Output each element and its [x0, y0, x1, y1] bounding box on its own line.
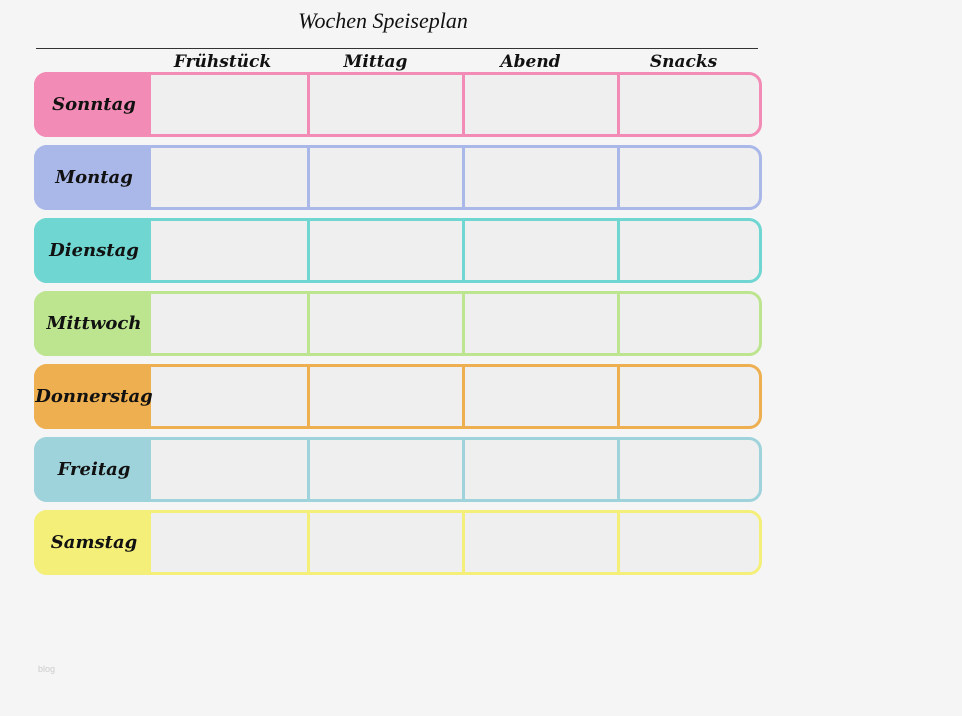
cell-divider	[617, 513, 620, 572]
day-row: Sonntag	[34, 72, 762, 137]
day-row: Freitag	[34, 437, 762, 502]
cell-divider	[462, 75, 465, 134]
day-label-cell	[34, 510, 151, 575]
day-label: Montag	[55, 167, 133, 188]
cell-divider	[617, 221, 620, 280]
day-label: Sonntag	[52, 94, 136, 115]
cell-divider	[617, 75, 620, 134]
cell-divider	[617, 440, 620, 499]
cell-divider	[617, 148, 620, 207]
day-label-cell	[34, 145, 151, 210]
day-row: Dienstag	[34, 218, 762, 283]
watermark: blog	[38, 664, 56, 674]
cell-divider	[462, 367, 465, 426]
title: Wochen Speiseplan	[298, 8, 468, 33]
cell-divider	[462, 221, 465, 280]
cell-divider	[462, 294, 465, 353]
column-header: Frühstück	[173, 52, 272, 72]
cell-divider	[462, 148, 465, 207]
day-row: Mittwoch	[34, 291, 762, 356]
day-row: Montag	[34, 145, 762, 210]
column-header: Mittag	[343, 52, 408, 72]
day-label-cell	[34, 72, 151, 137]
cell-divider	[462, 513, 465, 572]
cell-divider	[462, 440, 465, 499]
column-header: Snacks	[649, 52, 718, 72]
cell-divider	[617, 294, 620, 353]
day-label-cell	[34, 364, 151, 429]
cell-divider	[307, 440, 310, 499]
day-label: Mittwoch	[46, 313, 142, 334]
day-label-cell	[34, 437, 151, 502]
day-row: Samstag	[34, 510, 762, 575]
day-label: Freitag	[57, 459, 131, 480]
cell-divider	[307, 75, 310, 134]
day-label-cell	[34, 291, 151, 356]
day-label: Samstag	[50, 532, 138, 553]
cell-divider	[307, 221, 310, 280]
cell-divider	[617, 367, 620, 426]
column-header: Abend	[500, 52, 561, 72]
cell-divider	[307, 294, 310, 353]
day-label: Donnerstag	[35, 386, 153, 407]
cell-divider	[307, 367, 310, 426]
day-label-cell	[34, 218, 151, 283]
title-rule	[36, 48, 758, 49]
cell-divider	[307, 513, 310, 572]
cell-divider	[307, 148, 310, 207]
day-label: Dienstag	[49, 240, 139, 261]
day-row: Donnerstag	[34, 364, 762, 429]
